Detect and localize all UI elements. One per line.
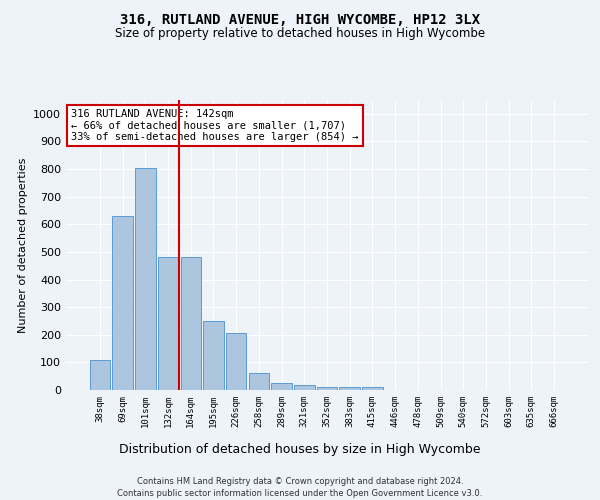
Text: 316 RUTLAND AVENUE: 142sqm
← 66% of detached houses are smaller (1,707)
33% of s: 316 RUTLAND AVENUE: 142sqm ← 66% of deta… [71, 108, 359, 142]
Bar [90, 360, 110, 390]
Bar [226, 333, 247, 390]
Bar [294, 385, 314, 390]
Bar [181, 258, 201, 390]
Bar [362, 386, 383, 390]
Y-axis label: Number of detached properties: Number of detached properties [17, 158, 28, 332]
Bar [340, 386, 360, 390]
Bar [317, 386, 337, 390]
Bar [248, 374, 269, 390]
Text: Distribution of detached houses by size in High Wycombe: Distribution of detached houses by size … [119, 442, 481, 456]
Text: Contains public sector information licensed under the Open Government Licence v3: Contains public sector information licen… [118, 489, 482, 498]
Bar [158, 258, 178, 390]
Bar [203, 321, 224, 390]
Bar [112, 216, 133, 390]
Text: 316, RUTLAND AVENUE, HIGH WYCOMBE, HP12 3LX: 316, RUTLAND AVENUE, HIGH WYCOMBE, HP12 … [120, 12, 480, 26]
Text: Size of property relative to detached houses in High Wycombe: Size of property relative to detached ho… [115, 28, 485, 40]
Text: Contains HM Land Registry data © Crown copyright and database right 2024.: Contains HM Land Registry data © Crown c… [137, 478, 463, 486]
Bar [271, 382, 292, 390]
Bar [135, 168, 155, 390]
